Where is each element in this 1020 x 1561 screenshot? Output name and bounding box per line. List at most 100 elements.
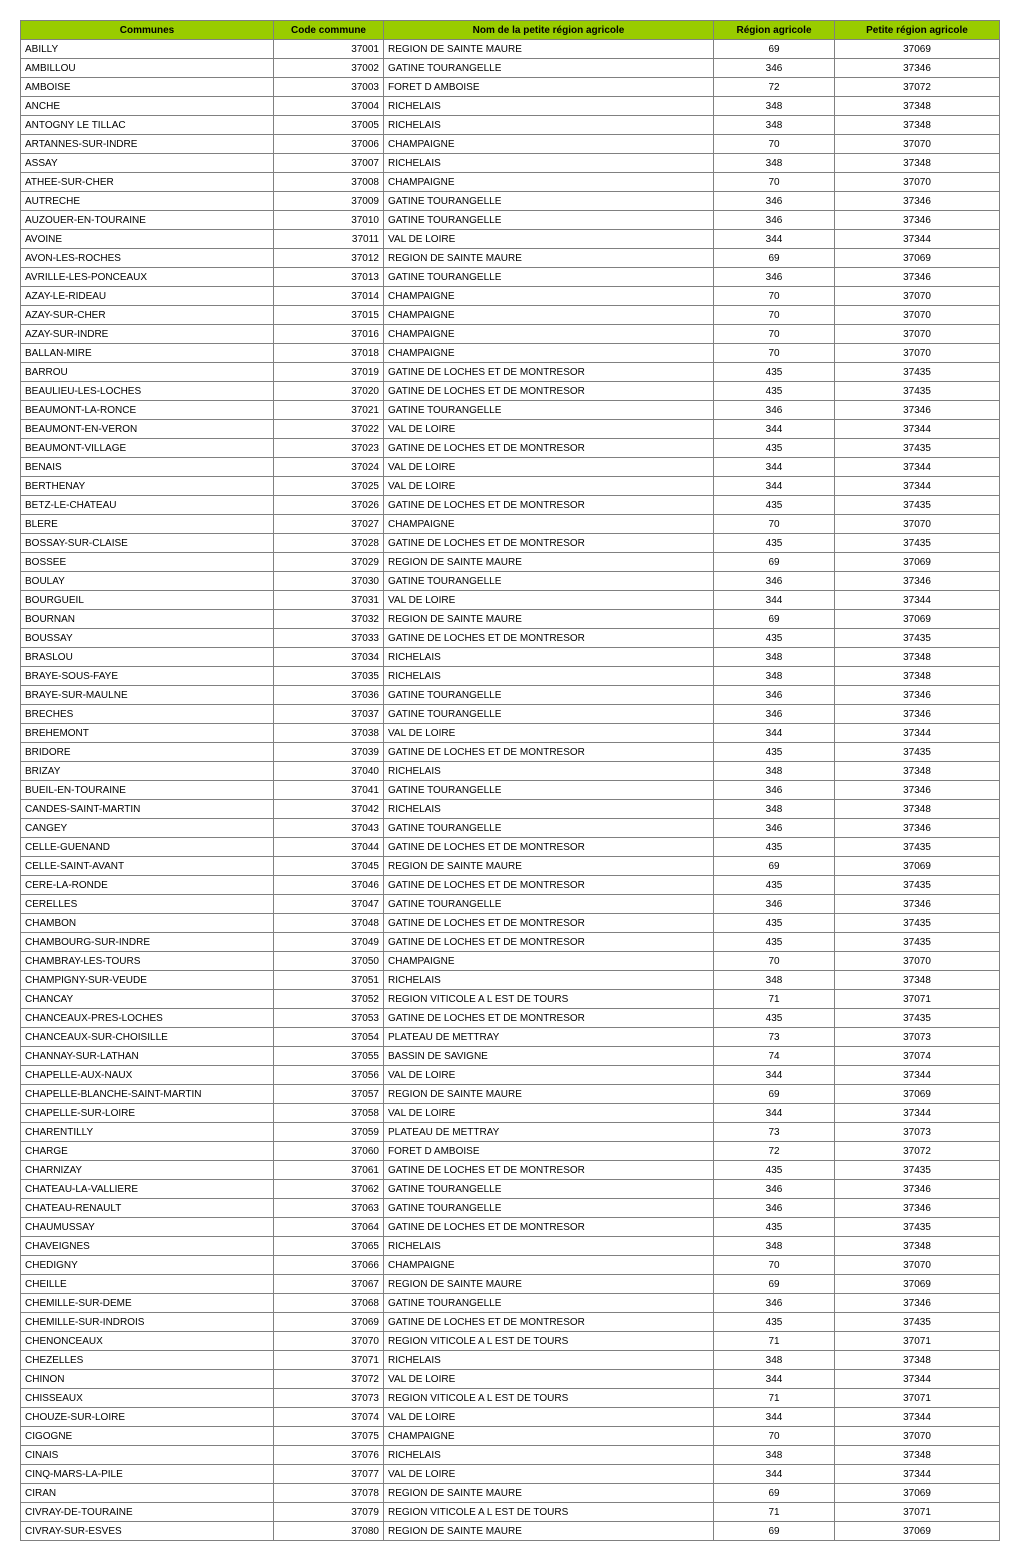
- table-row: CHAVEIGNES37065RICHELAIS34837348: [21, 1237, 1000, 1256]
- cell-code: 37035: [274, 667, 384, 686]
- cell-region: 346: [714, 781, 835, 800]
- cell-code: 37009: [274, 192, 384, 211]
- cell-petite: 37346: [835, 192, 1000, 211]
- communes-table: Communes Code commune Nom de la petite r…: [20, 20, 1000, 1541]
- cell-nom: REGION DE SAINTE MAURE: [384, 40, 714, 59]
- cell-nom: REGION DE SAINTE MAURE: [384, 610, 714, 629]
- cell-region: 348: [714, 667, 835, 686]
- cell-commune: CHAMBOURG-SUR-INDRE: [21, 933, 274, 952]
- cell-petite: 37069: [835, 40, 1000, 59]
- cell-petite: 37346: [835, 268, 1000, 287]
- cell-code: 37041: [274, 781, 384, 800]
- cell-nom: CHAMPAIGNE: [384, 306, 714, 325]
- cell-region: 344: [714, 1408, 835, 1427]
- cell-nom: PLATEAU DE METTRAY: [384, 1028, 714, 1047]
- cell-commune: CHANCEAUX-PRES-LOCHES: [21, 1009, 274, 1028]
- cell-region: 70: [714, 325, 835, 344]
- table-row: CINQ-MARS-LA-PILE37077VAL DE LOIRE344373…: [21, 1465, 1000, 1484]
- table-row: AMBILLOU37002GATINE TOURANGELLE34637346: [21, 59, 1000, 78]
- cell-code: 37046: [274, 876, 384, 895]
- cell-commune: CHISSEAUX: [21, 1389, 274, 1408]
- cell-region: 344: [714, 1104, 835, 1123]
- cell-petite: 37348: [835, 762, 1000, 781]
- cell-petite: 37435: [835, 1313, 1000, 1332]
- cell-region: 435: [714, 876, 835, 895]
- cell-commune: BEAULIEU-LES-LOCHES: [21, 382, 274, 401]
- cell-code: 37049: [274, 933, 384, 952]
- cell-nom: CHAMPAIGNE: [384, 1256, 714, 1275]
- cell-code: 37020: [274, 382, 384, 401]
- cell-petite: 37074: [835, 1047, 1000, 1066]
- table-row: BREHEMONT37038VAL DE LOIRE34437344: [21, 724, 1000, 743]
- cell-nom: GATINE DE LOCHES ET DE MONTRESOR: [384, 1218, 714, 1237]
- cell-code: 37038: [274, 724, 384, 743]
- cell-region: 346: [714, 59, 835, 78]
- table-row: BALLAN-MIRE37018CHAMPAIGNE7037070: [21, 344, 1000, 363]
- cell-petite: 37348: [835, 648, 1000, 667]
- cell-nom: VAL DE LOIRE: [384, 1408, 714, 1427]
- cell-petite: 37348: [835, 800, 1000, 819]
- cell-region: 70: [714, 173, 835, 192]
- cell-petite: 37070: [835, 173, 1000, 192]
- cell-petite: 37435: [835, 1161, 1000, 1180]
- cell-region: 70: [714, 344, 835, 363]
- cell-region: 71: [714, 1332, 835, 1351]
- cell-commune: BARROU: [21, 363, 274, 382]
- cell-nom: REGION VITICOLE A L EST DE TOURS: [384, 1389, 714, 1408]
- cell-petite: 37070: [835, 306, 1000, 325]
- cell-code: 37066: [274, 1256, 384, 1275]
- table-row: BERTHENAY37025VAL DE LOIRE34437344: [21, 477, 1000, 496]
- cell-code: 37073: [274, 1389, 384, 1408]
- cell-nom: REGION DE SAINTE MAURE: [384, 1484, 714, 1503]
- cell-commune: BREHEMONT: [21, 724, 274, 743]
- table-row: CHARGE37060FORET D AMBOISE7237072: [21, 1142, 1000, 1161]
- table-row: BENAIS37024VAL DE LOIRE34437344: [21, 458, 1000, 477]
- cell-petite: 37346: [835, 572, 1000, 591]
- table-row: CHANCEAUX-PRES-LOCHES37053GATINE DE LOCH…: [21, 1009, 1000, 1028]
- cell-petite: 37069: [835, 1522, 1000, 1541]
- cell-nom: REGION DE SAINTE MAURE: [384, 553, 714, 572]
- cell-nom: CHAMPAIGNE: [384, 515, 714, 534]
- cell-region: 435: [714, 439, 835, 458]
- cell-commune: CHAPELLE-BLANCHE-SAINT-MARTIN: [21, 1085, 274, 1104]
- cell-commune: CHAVEIGNES: [21, 1237, 274, 1256]
- table-row: BOULAY37030GATINE TOURANGELLE34637346: [21, 572, 1000, 591]
- col-region-agricole: Région agricole: [714, 21, 835, 40]
- cell-nom: GATINE TOURANGELLE: [384, 211, 714, 230]
- cell-commune: CHINON: [21, 1370, 274, 1389]
- cell-region: 346: [714, 192, 835, 211]
- cell-nom: REGION DE SAINTE MAURE: [384, 1522, 714, 1541]
- cell-code: 37047: [274, 895, 384, 914]
- table-row: CHISSEAUX37073REGION VITICOLE A L EST DE…: [21, 1389, 1000, 1408]
- table-row: CHARENTILLY37059PLATEAU DE METTRAY733707…: [21, 1123, 1000, 1142]
- table-row: CHANCEAUX-SUR-CHOISILLE37054PLATEAU DE M…: [21, 1028, 1000, 1047]
- table-row: BRIZAY37040RICHELAIS34837348: [21, 762, 1000, 781]
- cell-nom: REGION VITICOLE A L EST DE TOURS: [384, 1332, 714, 1351]
- table-row: CHAPELLE-SUR-LOIRE37058VAL DE LOIRE34437…: [21, 1104, 1000, 1123]
- table-row: ABILLY37001REGION DE SAINTE MAURE6937069: [21, 40, 1000, 59]
- cell-petite: 37071: [835, 1389, 1000, 1408]
- cell-nom: GATINE DE LOCHES ET DE MONTRESOR: [384, 439, 714, 458]
- cell-region: 435: [714, 743, 835, 762]
- cell-nom: VAL DE LOIRE: [384, 477, 714, 496]
- cell-region: 344: [714, 230, 835, 249]
- cell-petite: 37435: [835, 933, 1000, 952]
- cell-nom: RICHELAIS: [384, 1237, 714, 1256]
- table-row: CERE-LA-RONDE37046GATINE DE LOCHES ET DE…: [21, 876, 1000, 895]
- col-nom-region: Nom de la petite région agricole: [384, 21, 714, 40]
- cell-commune: BALLAN-MIRE: [21, 344, 274, 363]
- table-row: AZAY-SUR-INDRE37016CHAMPAIGNE7037070: [21, 325, 1000, 344]
- cell-commune: CHEILLE: [21, 1275, 274, 1294]
- table-row: CHANNAY-SUR-LATHAN37055BASSIN DE SAVIGNE…: [21, 1047, 1000, 1066]
- cell-region: 435: [714, 838, 835, 857]
- cell-nom: GATINE DE LOCHES ET DE MONTRESOR: [384, 1161, 714, 1180]
- table-body: ABILLY37001REGION DE SAINTE MAURE6937069…: [21, 40, 1000, 1541]
- cell-commune: CHAMBON: [21, 914, 274, 933]
- cell-nom: REGION VITICOLE A L EST DE TOURS: [384, 1503, 714, 1522]
- cell-code: 37014: [274, 287, 384, 306]
- cell-petite: 37069: [835, 553, 1000, 572]
- cell-code: 37045: [274, 857, 384, 876]
- table-row: ANCHE37004RICHELAIS34837348: [21, 97, 1000, 116]
- cell-nom: RICHELAIS: [384, 800, 714, 819]
- cell-petite: 37344: [835, 230, 1000, 249]
